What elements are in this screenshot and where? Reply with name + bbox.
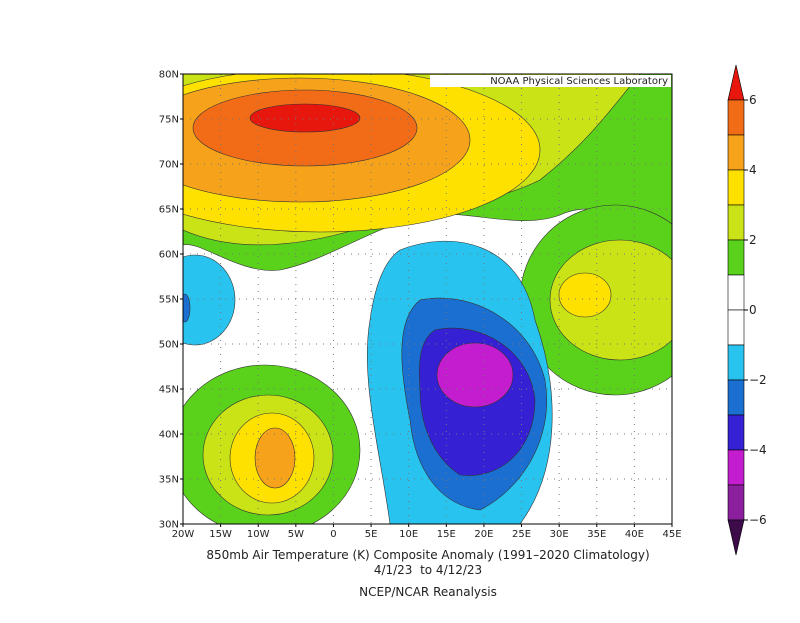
colorbar-band [727, 274, 745, 311]
anomaly-field [183, 74, 672, 524]
lon-label: 30E [550, 529, 569, 540]
lon-label: 10E [399, 529, 418, 540]
lat-label: 55N [159, 295, 179, 306]
lat-label: 50N [159, 340, 179, 351]
colorbar-label: −4 [749, 443, 767, 457]
colorbar-end [727, 64, 745, 101]
map-frame [182, 73, 673, 525]
colorbar-band [727, 134, 745, 171]
lat-label: 70N [159, 160, 179, 171]
lat-label: 60N [159, 250, 179, 261]
lat-label: 75N [159, 115, 179, 126]
lat-label: 80N [159, 70, 179, 81]
colorbar-band [727, 449, 745, 486]
lon-label: 20W [172, 529, 195, 540]
lon-label: 0 [330, 529, 336, 540]
lat-label: 40N [159, 430, 179, 441]
colorbar-band [727, 414, 745, 451]
lon-label: 15W [209, 529, 232, 540]
colorbar: 6 4 2 0 −2 −4 −6 [727, 64, 767, 556]
lon-label: 5E [365, 529, 378, 540]
colorbar-label: 6 [749, 93, 757, 107]
lon-label: 25E [512, 529, 531, 540]
colorbar-band [727, 379, 745, 416]
colorbar-label: −2 [749, 373, 767, 387]
title: 850mb Air Temperature (K) Composite Anom… [206, 548, 649, 562]
colorbar-label: 0 [749, 303, 757, 317]
colorbar-band [727, 239, 745, 276]
colorbar-end [727, 519, 745, 556]
lat-label: 45N [159, 385, 179, 396]
colorbar-band [727, 484, 745, 521]
colorbar-band [727, 204, 745, 241]
lon-label: 40E [625, 529, 644, 540]
colorbar-band [727, 99, 745, 136]
colorbar-band [727, 309, 745, 346]
lon-label: 15E [437, 529, 456, 540]
lat-label: 65N [159, 205, 179, 216]
colorbar-band [727, 169, 745, 206]
lat-label: 30N [159, 520, 179, 531]
lat-label: 35N [159, 475, 179, 486]
colorbar-label: −6 [749, 513, 767, 527]
source: NCEP/NCAR Reanalysis [359, 585, 497, 599]
colorbar-band [727, 344, 745, 381]
lon-label: 20E [474, 529, 493, 540]
colorbar-label: 2 [749, 233, 757, 247]
credit: NOAA Physical Sciences Laboratory [490, 76, 668, 87]
dates: 4/1/23 to 4/12/23 [374, 563, 482, 577]
lon-label: 10W [247, 529, 270, 540]
colorbar-label: 4 [749, 163, 757, 177]
credit-box [430, 75, 671, 87]
lon-label: 45E [662, 529, 681, 540]
lon-label: 35E [587, 529, 606, 540]
lon-label: 5W [288, 529, 304, 540]
